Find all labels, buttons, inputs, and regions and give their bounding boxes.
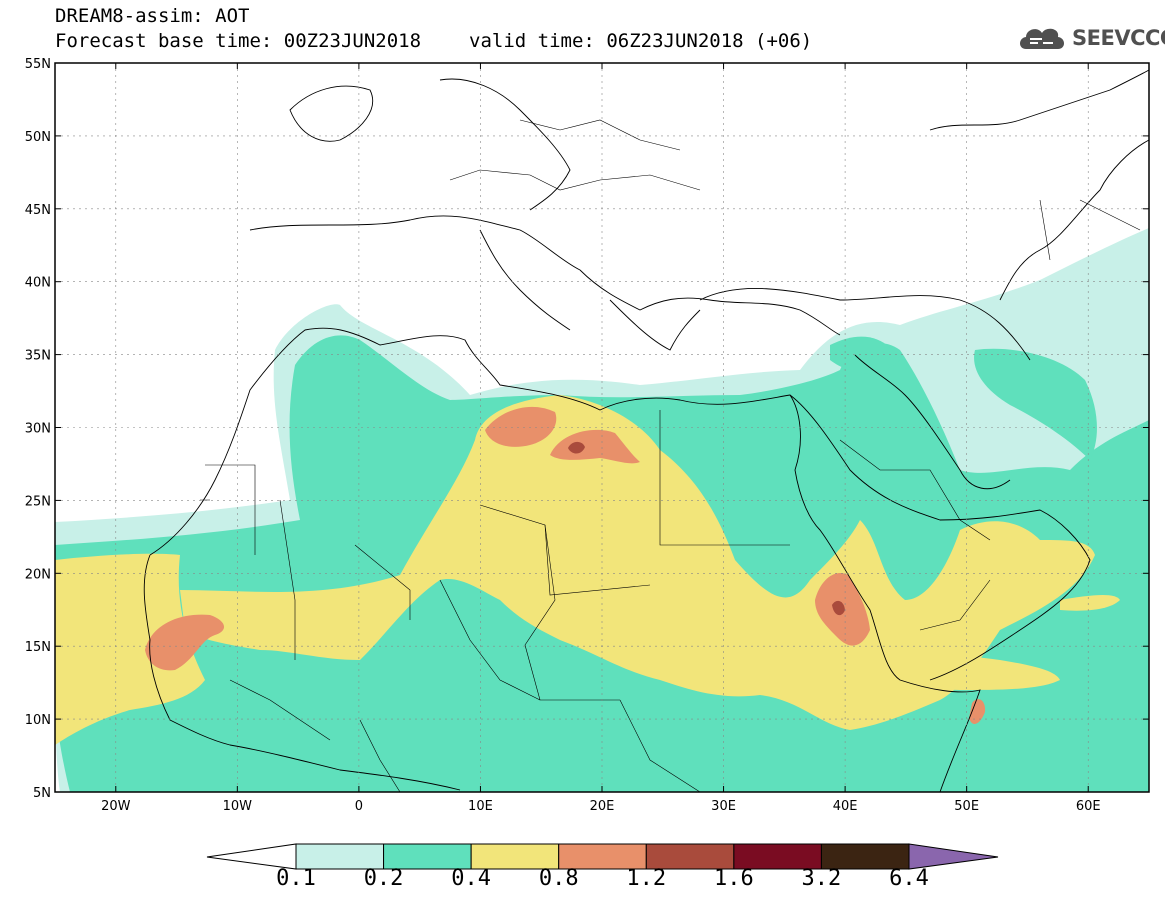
- lat-label: 35N: [25, 349, 51, 364]
- valid-time: valid time: 06Z23JUN2018 (+06): [469, 30, 813, 52]
- lat-label: 55N: [25, 57, 51, 72]
- longitude-labels: 20W 10W 0 10E 20E 30E 40E 50E 60E: [101, 799, 1101, 814]
- colorbar: [206, 843, 999, 870]
- cloud-icon: [1020, 28, 1064, 49]
- lon-label: 0: [355, 799, 363, 814]
- colorbar-label: 3.2: [801, 866, 842, 891]
- lat-label: 25N: [25, 494, 51, 509]
- colorbar-cell: [558, 843, 647, 870]
- colorbar-label: 0.1: [276, 866, 316, 891]
- lon-label: 40E: [833, 799, 858, 814]
- lon-label: 10E: [468, 799, 493, 814]
- coastlines: [143, 69, 1149, 792]
- map-title: DREAM8-assim: AOT: [55, 5, 250, 27]
- colorbar-right-arrow: [908, 843, 999, 870]
- lat-label: 40N: [25, 276, 51, 291]
- base-time: Forecast base time: 00Z23JUN2018: [55, 30, 422, 52]
- lon-label: 20E: [590, 799, 615, 814]
- logo-text: SEEVCCC: [1072, 26, 1165, 50]
- axis-ticks: [55, 62, 1149, 793]
- lat-label: 30N: [25, 422, 51, 437]
- time-line: Forecast base time: 00Z23JUN2018 valid ti…: [55, 31, 812, 51]
- lon-label: 30E: [711, 799, 736, 814]
- colorbar-cell: [645, 843, 735, 870]
- colorbar-label: 6.4: [889, 866, 929, 891]
- lon-label: 60E: [1076, 799, 1101, 814]
- colorbar-cell: [383, 843, 472, 870]
- lat-label: 50N: [25, 130, 51, 145]
- lat-label: 45N: [25, 203, 51, 218]
- colorbar-label: 0.2: [363, 866, 404, 891]
- lat-label: 10N: [25, 713, 51, 728]
- country-borders: [200, 119, 1141, 792]
- lon-label: 20W: [101, 799, 131, 814]
- lon-label: 50E: [954, 799, 979, 814]
- lat-label: 20N: [25, 567, 51, 582]
- colorbar-label: 1.2: [626, 866, 667, 891]
- seevccc-logo: SEEVCCC: [1016, 22, 1165, 54]
- colorbar-cell: [295, 843, 385, 870]
- lat-label: 15N: [25, 640, 51, 655]
- colorbar-label: 0.4: [451, 866, 492, 891]
- latitude-labels: 55N 50N 45N 40N 35N 30N 25N 20N 15N 10N 5N: [25, 57, 51, 801]
- aot-band-1-2: [568, 441, 845, 616]
- colorbar-label: 0.8: [538, 866, 579, 891]
- lon-label: 10W: [223, 799, 253, 814]
- colorbar-cell: [470, 843, 560, 870]
- lat-label: 5N: [33, 786, 51, 801]
- graticule: [55, 63, 1149, 792]
- colorbar-label: 1.6: [713, 866, 754, 891]
- colorbar-cell: [820, 843, 910, 870]
